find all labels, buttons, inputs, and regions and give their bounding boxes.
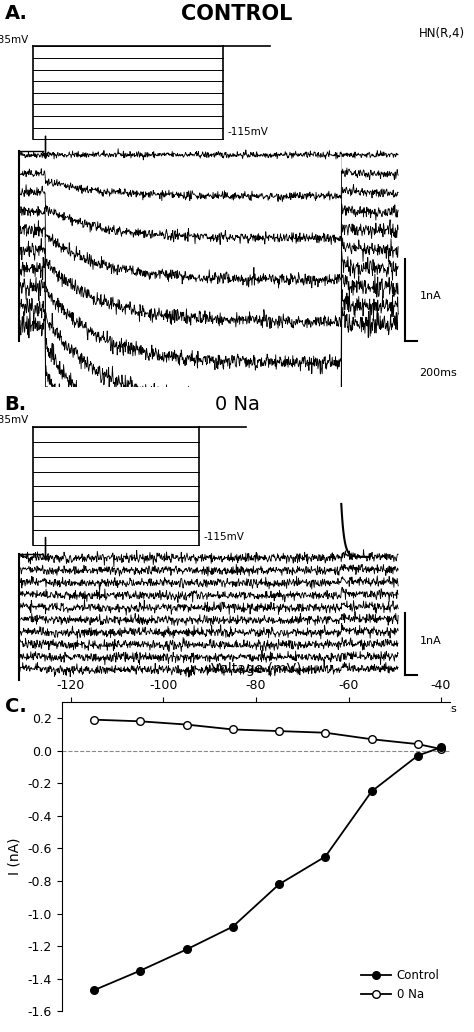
Line: Control: Control xyxy=(90,744,445,994)
Legend: Control, 0 Na: Control, 0 Na xyxy=(356,964,445,1005)
Text: 200ms: 200ms xyxy=(419,367,457,378)
Control xyxy=(91,983,97,996)
Text: -115mV: -115mV xyxy=(228,127,268,137)
Control xyxy=(438,741,444,753)
Control xyxy=(322,850,328,863)
Text: 1nA: 1nA xyxy=(419,291,441,301)
0 Na xyxy=(276,724,282,737)
Text: C.: C. xyxy=(5,697,27,715)
Text: HN(R,4): HN(R,4) xyxy=(419,27,465,40)
0 Na xyxy=(438,743,444,755)
0 Na xyxy=(369,733,374,745)
Y-axis label: I (nA): I (nA) xyxy=(8,838,22,875)
Text: -35mV: -35mV xyxy=(0,415,28,424)
Control xyxy=(276,878,282,891)
Text: -35mV: -35mV xyxy=(0,34,28,44)
0 Na xyxy=(137,715,143,728)
0 Na xyxy=(184,718,190,731)
Control xyxy=(137,965,143,977)
Line: 0 Na: 0 Na xyxy=(90,716,445,752)
Text: 0 Na: 0 Na xyxy=(215,395,259,414)
Text: B.: B. xyxy=(5,395,27,414)
Control xyxy=(184,943,190,956)
Text: 1nA: 1nA xyxy=(419,636,441,646)
Text: 200ms: 200ms xyxy=(419,704,457,714)
Text: CONTROL: CONTROL xyxy=(182,4,292,24)
0 Na xyxy=(230,723,236,736)
Text: A.: A. xyxy=(5,4,27,23)
Control xyxy=(369,785,374,798)
0 Na xyxy=(415,738,421,750)
Control xyxy=(230,921,236,933)
0 Na xyxy=(91,713,97,725)
0 Na xyxy=(322,727,328,739)
X-axis label: Voltage (mV): Voltage (mV) xyxy=(211,663,301,677)
Text: -115mV: -115mV xyxy=(204,533,245,542)
Control xyxy=(415,749,421,762)
